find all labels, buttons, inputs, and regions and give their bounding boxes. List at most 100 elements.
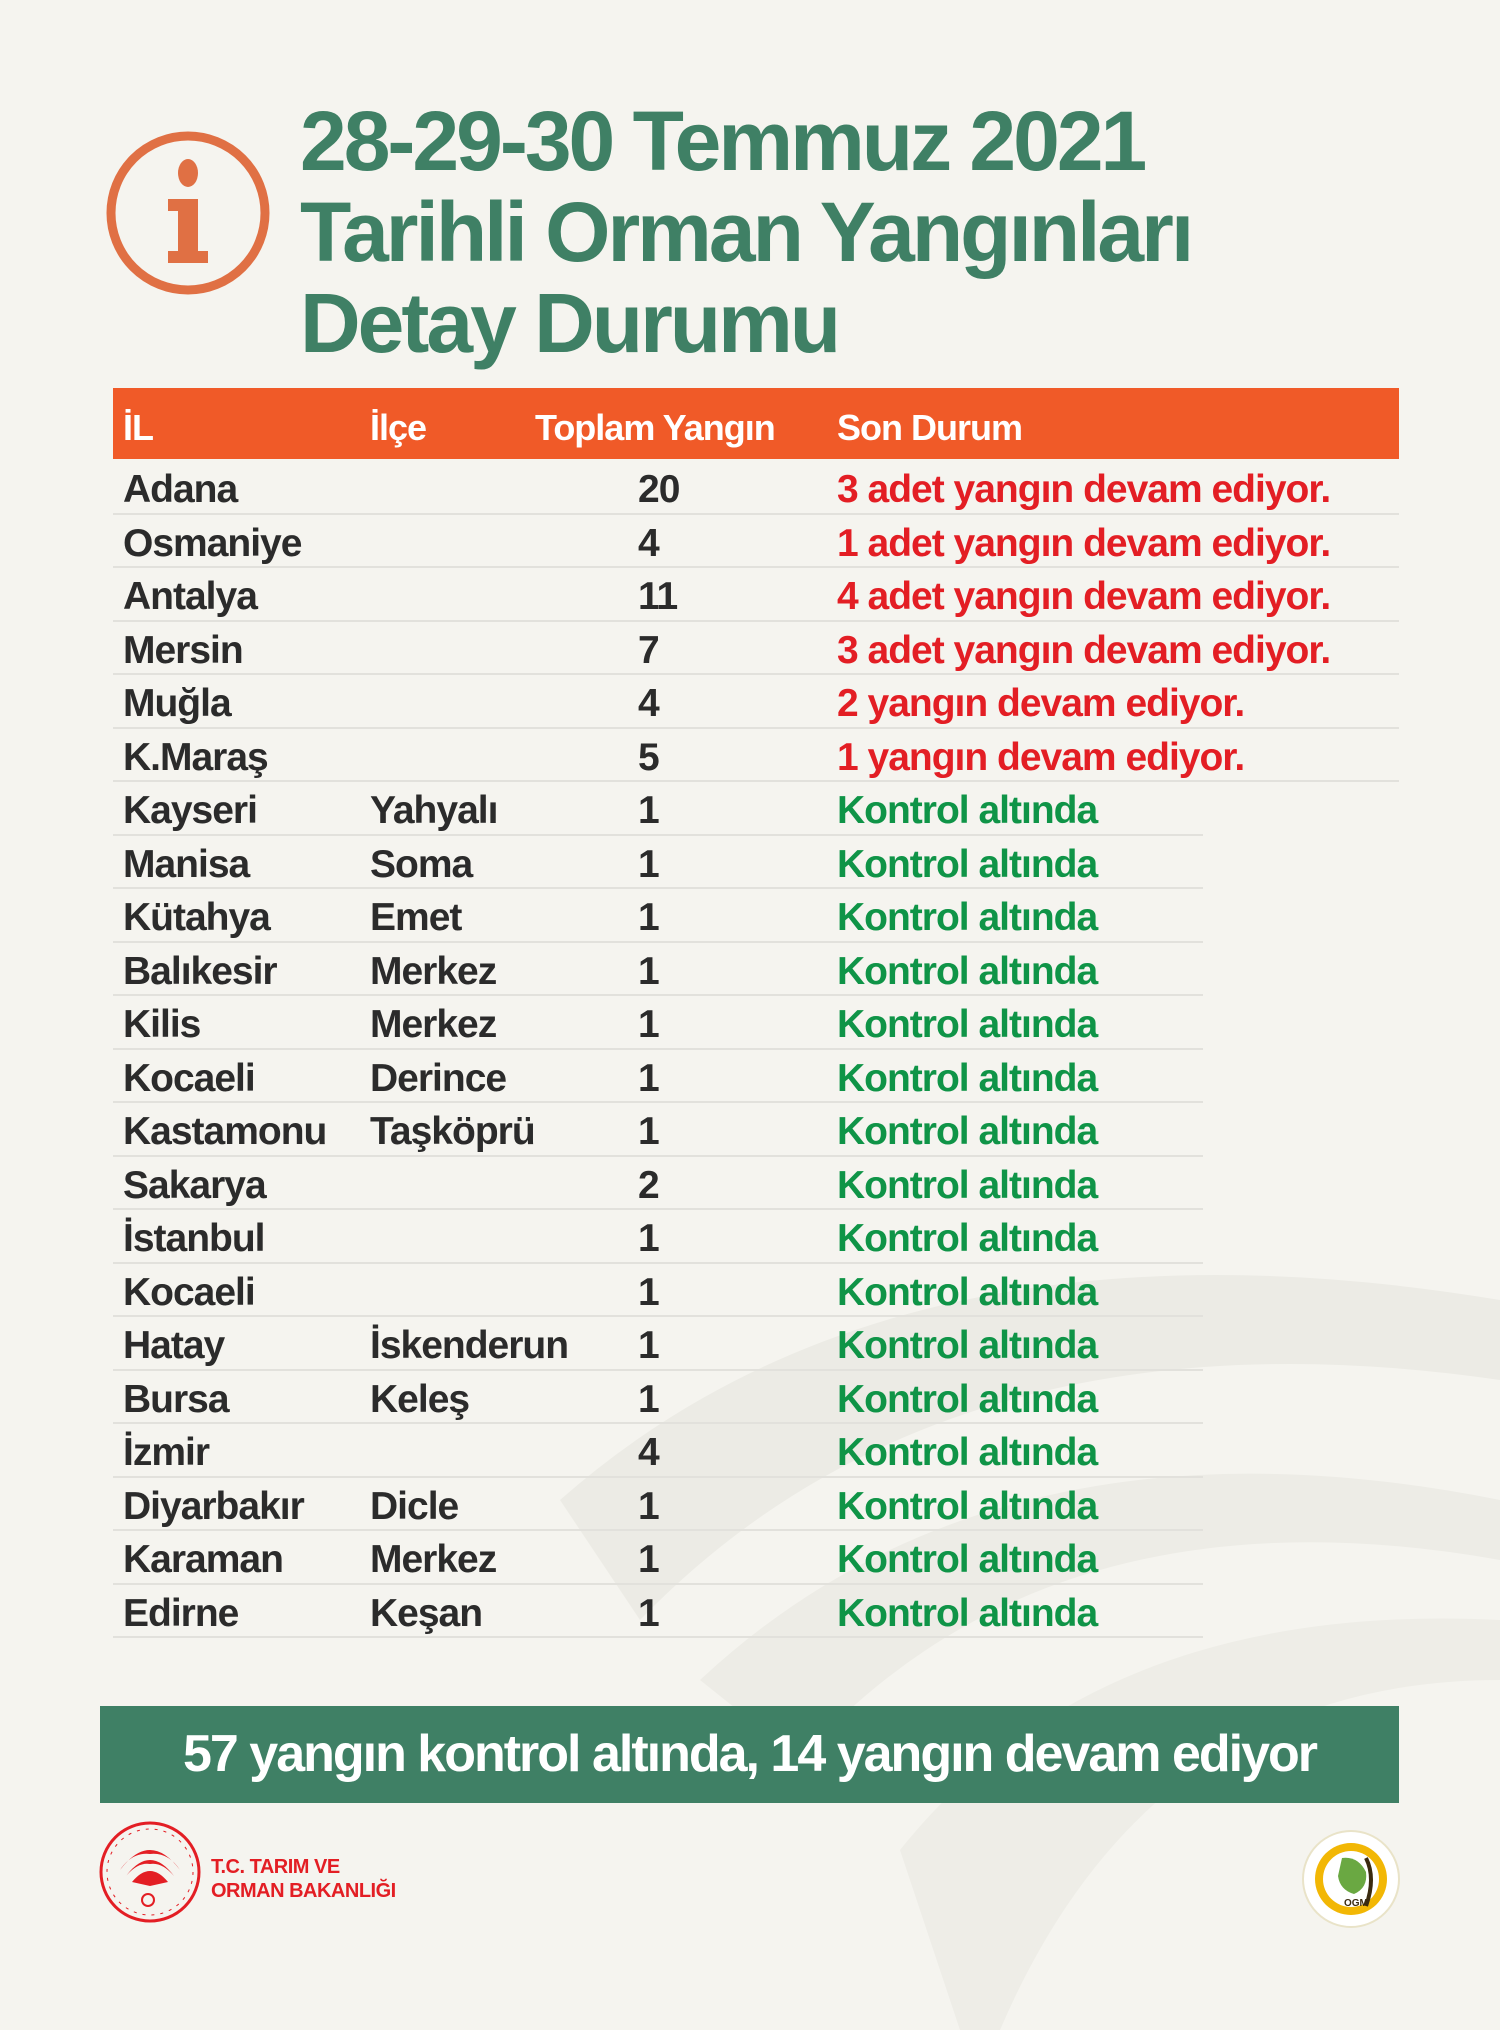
- ogm-emblem-icon: OGM: [1302, 1830, 1400, 1928]
- cell-il: Balıkesir: [123, 949, 278, 993]
- cell-il: K.Maraş: [123, 735, 269, 779]
- cell-durum: Kontrol altında: [837, 1217, 1098, 1260]
- cell-il: Edirne: [123, 1591, 239, 1635]
- ministry-name-line: ORMAN BAKANLIĞI: [211, 1880, 396, 1902]
- ministry-name: T.C. TARIM VE ORMAN BAKANLIĞI: [211, 1855, 396, 1903]
- cell-toplam: 1: [638, 949, 660, 993]
- cell-toplam: 5: [638, 735, 660, 779]
- table-row: Kilis Merkez 1 Kontrol altında: [113, 996, 1203, 1050]
- table-header: İL İlçe Toplam Yangın Son Durum: [113, 388, 1399, 459]
- cell-toplam: 11: [638, 575, 678, 618]
- cell-toplam: 1: [638, 1217, 660, 1260]
- cell-durum: Kontrol altında: [837, 1538, 1098, 1581]
- title-line: Detay Durumu: [300, 276, 841, 370]
- cell-ilce: Merkez: [370, 1003, 497, 1046]
- page-title: 28-29-30 Temmuz 2021 Tarihli Orman Yangı…: [300, 94, 1194, 370]
- cell-durum: 3 adet yangın devam ediyor.: [837, 628, 1331, 672]
- cell-durum: 1 yangın devam ediyor.: [837, 735, 1245, 779]
- table-row: Osmaniye 4 1 adet yangın devam ediyor.: [113, 515, 1399, 568]
- cell-il: Osmaniye: [123, 521, 302, 565]
- table-row: Kütahya Emet 1 Kontrol altında: [113, 889, 1203, 943]
- table-row: Kocaeli Derince 1 Kontrol altında: [113, 1050, 1203, 1103]
- cell-il: Antalya: [123, 575, 258, 618]
- cell-il: İzmir: [123, 1431, 210, 1474]
- cell-il: İstanbul: [123, 1217, 266, 1260]
- table-row: Kocaeli 1 Kontrol altında: [113, 1264, 1203, 1317]
- cell-durum: Kontrol altında: [837, 896, 1098, 939]
- table-body: Adana 20 3 adet yangın devam ediyor. Osmani…: [113, 461, 1403, 1638]
- title-line: 28-29-30 Temmuz 2021: [300, 94, 1147, 188]
- cell-ilce: Emet: [370, 896, 462, 939]
- cell-durum: Kontrol altında: [837, 1270, 1098, 1314]
- cell-durum: Kontrol altında: [837, 1377, 1098, 1421]
- cell-ilce: Keşan: [370, 1591, 483, 1635]
- header-toplam: Toplam Yangın: [535, 407, 776, 448]
- cell-toplam: 1: [638, 1324, 660, 1367]
- cell-toplam: 1: [638, 1484, 660, 1528]
- cell-il: Hatay: [123, 1324, 225, 1367]
- cell-il: Manisa: [123, 842, 250, 886]
- cell-ilce: Yahyalı: [370, 789, 498, 832]
- cell-ilce: Soma: [370, 842, 473, 886]
- cell-durum: Kontrol altında: [837, 1484, 1098, 1528]
- cell-toplam: 1: [638, 1270, 660, 1314]
- cell-durum: 4 adet yangın devam ediyor.: [837, 575, 1331, 618]
- svg-text:OGM: OGM: [1344, 1898, 1368, 1909]
- cell-il: Sakarya: [123, 1163, 267, 1207]
- header-ilce: İlçe: [370, 407, 427, 448]
- header-durum: Son Durum: [837, 407, 1023, 448]
- cell-toplam: 4: [638, 1431, 660, 1474]
- cell-toplam: 1: [638, 842, 660, 886]
- ministry-name-line: T.C. TARIM VE: [211, 1856, 340, 1878]
- table-row: K.Maraş 5 1 yangın devam ediyor.: [113, 729, 1399, 782]
- table-row: Balıkesir Merkez 1 Kontrol altında: [113, 943, 1203, 996]
- cell-toplam: 4: [638, 521, 660, 565]
- cell-ilce: Keleş: [370, 1377, 470, 1421]
- title-line: Tarihli Orman Yangınları: [300, 185, 1194, 279]
- cell-durum: Kontrol altında: [837, 1163, 1098, 1207]
- cell-durum: Kontrol altında: [837, 789, 1098, 832]
- cell-ilce: Merkez: [370, 949, 497, 993]
- cell-toplam: 4: [638, 682, 660, 725]
- cell-toplam: 1: [638, 1377, 660, 1421]
- cell-il: Kocaeli: [123, 1056, 256, 1100]
- table-row: Edirne Keşan 1 Kontrol altında: [113, 1585, 1203, 1638]
- cell-durum: Kontrol altında: [837, 1056, 1098, 1100]
- cell-durum: Kontrol altında: [837, 1324, 1098, 1367]
- cell-il: Adana: [123, 468, 238, 511]
- cell-il: Kayseri: [123, 789, 258, 832]
- table-row: Hatay İskenderun 1 Kontrol altında: [113, 1317, 1203, 1371]
- cell-il: Kastamonu: [123, 1110, 327, 1153]
- table-row: Kastamonu Taşköprü 1 Kontrol altında: [113, 1103, 1203, 1157]
- cell-toplam: 7: [638, 628, 660, 672]
- cell-ilce: Dicle: [370, 1484, 459, 1528]
- cell-toplam: 2: [638, 1163, 660, 1207]
- info-icon: [106, 131, 270, 295]
- cell-durum: 2 yangın devam ediyor.: [837, 682, 1245, 725]
- table-row: Adana 20 3 adet yangın devam ediyor.: [113, 461, 1399, 515]
- table-row: Mersin 7 3 adet yangın devam ediyor.: [113, 622, 1399, 675]
- cell-toplam: 1: [638, 1056, 660, 1100]
- cell-toplam: 1: [638, 1591, 660, 1635]
- table-row: Sakarya 2 Kontrol altında: [113, 1157, 1203, 1210]
- cell-durum: 3 adet yangın devam ediyor.: [837, 468, 1331, 511]
- cell-durum: Kontrol altında: [837, 1431, 1098, 1474]
- cell-il: Karaman: [123, 1538, 284, 1581]
- cell-toplam: 1: [638, 896, 660, 939]
- cell-toplam: 1: [638, 789, 660, 832]
- cell-ilce: Merkez: [370, 1538, 497, 1581]
- table-row: Diyarbakır Dicle 1 Kontrol altında: [113, 1478, 1203, 1531]
- cell-il: Kilis: [123, 1003, 201, 1046]
- cell-ilce: Derince: [370, 1056, 507, 1100]
- cell-toplam: 1: [638, 1538, 660, 1581]
- cell-ilce: İskenderun: [370, 1324, 569, 1367]
- cell-durum: Kontrol altında: [837, 1003, 1098, 1046]
- cell-il: Diyarbakır: [123, 1484, 305, 1528]
- cell-il: Muğla: [123, 682, 232, 725]
- cell-durum: 1 adet yangın devam ediyor.: [837, 521, 1331, 565]
- cell-durum: Kontrol altında: [837, 949, 1098, 993]
- cell-il: Kocaeli: [123, 1270, 256, 1314]
- cell-toplam: 20: [638, 468, 680, 511]
- summary-banner: 57 yangın kontrol altında, 14 yangın dev…: [100, 1706, 1399, 1803]
- table-row: Antalya 11 4 adet yangın devam ediyor.: [113, 568, 1399, 622]
